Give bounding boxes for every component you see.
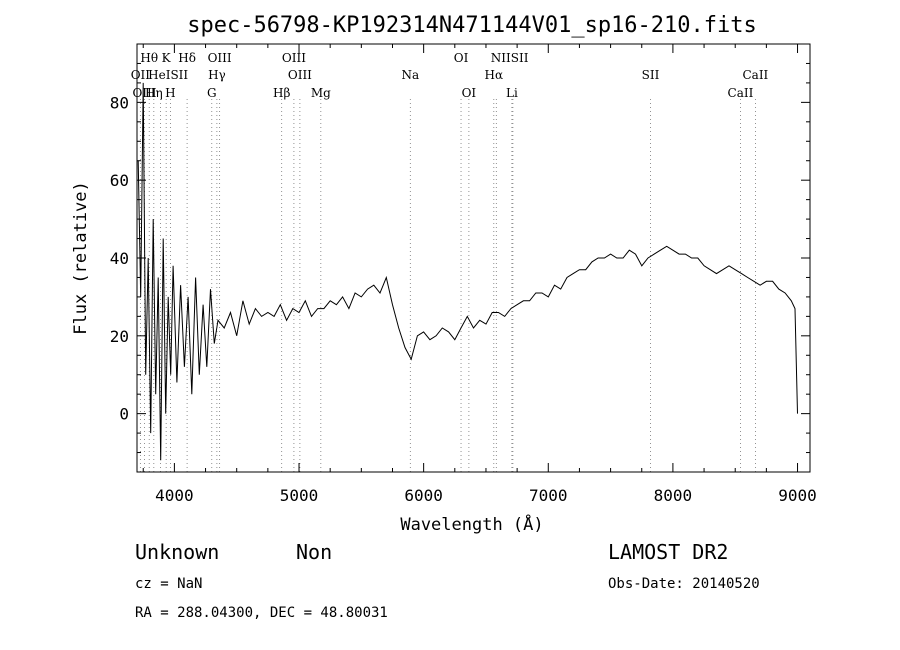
coordinates-readout: RA = 288.04300, DEC = 48.80031 bbox=[135, 605, 388, 621]
observation-date: Obs-Date: 20140520 bbox=[608, 576, 760, 592]
line-label: OII bbox=[131, 68, 151, 82]
line-label: OI bbox=[462, 86, 477, 100]
line-label: CaII bbox=[728, 86, 754, 100]
x-tick-label: 7000 bbox=[529, 486, 568, 505]
line-label: OI bbox=[454, 51, 469, 65]
survey-name: LAMOST DR2 bbox=[608, 540, 729, 564]
object-subclass: Non bbox=[296, 540, 333, 564]
x-tick-label: 9000 bbox=[778, 486, 817, 505]
plot-frame bbox=[136, 43, 811, 473]
line-label: SII bbox=[642, 68, 660, 82]
line-label: G bbox=[207, 86, 217, 100]
line-label: Mg bbox=[311, 86, 331, 100]
line-label: Na bbox=[401, 68, 419, 82]
y-tick-label: 40 bbox=[110, 249, 129, 268]
chart-title: spec-56798-KP192314N471144V01_sp16-210.f… bbox=[187, 13, 757, 38]
object-class: Unknown bbox=[135, 540, 220, 564]
line-label: HeISII bbox=[148, 68, 188, 82]
line-label: H bbox=[165, 86, 175, 100]
x-axis-label: Wavelength (Å) bbox=[400, 513, 543, 535]
line-label: Li bbox=[506, 86, 518, 100]
y-tick-label: 80 bbox=[110, 93, 129, 112]
line-marker-layer bbox=[139, 99, 756, 472]
line-label: Hθ bbox=[140, 51, 158, 65]
redshift-readout: cz = NaN bbox=[135, 576, 203, 592]
line-label: Hα bbox=[485, 68, 504, 82]
line-label: CaII bbox=[742, 68, 768, 82]
series-layer bbox=[137, 82, 798, 461]
y-axis-label: Flux (relative) bbox=[71, 181, 91, 335]
x-tick-label: 5000 bbox=[280, 486, 319, 505]
line-label: K bbox=[162, 51, 172, 65]
line-label: Hβ bbox=[273, 86, 290, 100]
tick-layer: 4000 5000 6000 7000 8000 9000 0 20 40 60 80 bbox=[110, 43, 817, 505]
line-label: OIII bbox=[132, 86, 156, 100]
y-tick-label: 0 bbox=[119, 405, 129, 424]
y-tick-label: 60 bbox=[110, 171, 129, 190]
spectrum-line bbox=[137, 82, 798, 461]
line-label: NIISII bbox=[491, 51, 529, 65]
line-label: OIII bbox=[282, 51, 306, 65]
line-label: Hδ bbox=[178, 51, 196, 65]
x-tick-label: 8000 bbox=[654, 486, 693, 505]
x-tick-label: 6000 bbox=[404, 486, 443, 505]
x-tick-label: 4000 bbox=[155, 486, 194, 505]
line-label: OIII bbox=[288, 68, 312, 82]
line-label: Hη bbox=[145, 86, 163, 100]
y-tick-label: 20 bbox=[110, 327, 129, 346]
line-label: OIII bbox=[208, 51, 232, 65]
line-label: Hγ bbox=[208, 68, 226, 82]
